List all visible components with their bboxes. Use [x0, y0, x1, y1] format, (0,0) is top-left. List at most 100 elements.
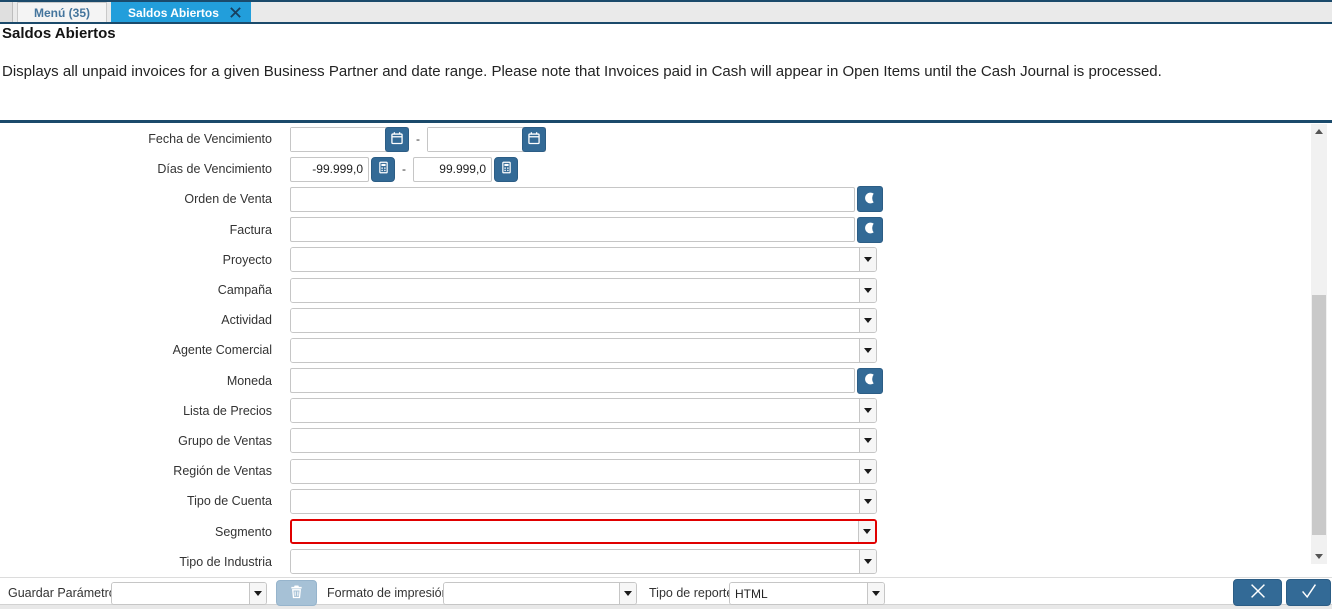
scroll-up-button[interactable] — [1311, 124, 1327, 139]
sales-rep-combobox — [290, 337, 877, 363]
campaign-input[interactable] — [291, 278, 859, 302]
due-days-from-calculator-button[interactable] — [371, 156, 395, 182]
footer-bar: Guardar Parámetro Formato de impresión T… — [0, 577, 1332, 609]
print-format-combobox — [443, 582, 637, 605]
sales-group-dropdown-button[interactable] — [859, 429, 876, 453]
field-label: Grupo de Ventas — [178, 433, 272, 448]
form-row: Tipo de Cuenta — [0, 486, 1305, 516]
panel-splitter[interactable] — [0, 2, 13, 22]
page-title: Saldos Abiertos — [2, 25, 116, 42]
vertical-scrollbar[interactable] — [1311, 124, 1327, 564]
form-row: Proyecto — [0, 245, 1305, 275]
report-parameter-form: Fecha de Vencimiento - — [0, 124, 1305, 577]
chevron-down-icon — [254, 591, 262, 596]
save-parameter-input[interactable] — [112, 583, 249, 604]
project-combobox — [290, 247, 877, 273]
field-label: Tipo de Industria — [179, 554, 272, 569]
cancel-x-icon — [1247, 580, 1269, 605]
chevron-down-icon — [864, 498, 872, 504]
activity-dropdown-button[interactable] — [859, 308, 876, 332]
due-days-to-input[interactable] — [413, 156, 492, 182]
price-list-input[interactable] — [291, 399, 859, 423]
tab-close-icon[interactable] — [229, 6, 242, 19]
field-label: Factura — [229, 222, 272, 237]
scrollbar-thumb[interactable] — [1312, 295, 1326, 535]
report-type-dropdown-button[interactable] — [867, 583, 884, 604]
field-label: Campaña — [217, 283, 272, 298]
field-label: Segmento — [215, 524, 272, 539]
form-row: Lista de Precios — [0, 396, 1305, 426]
save-parameter-combobox — [111, 582, 267, 605]
chevron-down-icon — [864, 287, 872, 293]
record-search-icon — [863, 191, 877, 208]
chevron-down-icon — [864, 347, 872, 353]
sales-region-input[interactable] — [291, 459, 859, 483]
sales-group-input[interactable] — [291, 429, 859, 453]
currency-input[interactable] — [290, 368, 855, 394]
form-row: Días de Vencimiento - — [0, 154, 1305, 184]
due-date-to-calendar-button[interactable] — [522, 126, 546, 152]
chevron-down-icon — [624, 591, 632, 596]
invoice-search-button[interactable] — [857, 216, 883, 243]
field-label: Agente Comercial — [172, 343, 272, 358]
scroll-down-button[interactable] — [1311, 549, 1327, 564]
form-row: Orden de Venta — [0, 184, 1305, 214]
account-type-input[interactable] — [291, 489, 859, 513]
chevron-down-icon — [864, 257, 872, 263]
activity-combobox — [290, 307, 877, 333]
field-label: Tipo de Cuenta — [186, 494, 272, 509]
field-label: Lista de Precios — [183, 403, 272, 418]
confirm-button[interactable] — [1286, 579, 1331, 606]
sales-order-search-button[interactable] — [857, 186, 883, 213]
industry-type-combobox — [290, 549, 877, 575]
bottom-strip — [0, 604, 1332, 609]
due-date-from-input[interactable] — [291, 127, 386, 151]
print-format-input[interactable] — [444, 583, 619, 604]
due-days-to-calculator-button[interactable] — [494, 156, 518, 182]
sales-rep-dropdown-button[interactable] — [859, 338, 876, 362]
invoice-input[interactable] — [290, 217, 855, 243]
range-separator: - — [402, 162, 406, 177]
report-type-input[interactable] — [730, 583, 867, 604]
print-format-dropdown-button[interactable] — [619, 583, 636, 604]
price-list-dropdown-button[interactable] — [859, 399, 876, 423]
sales-region-dropdown-button[interactable] — [859, 459, 876, 483]
industry-type-input[interactable] — [291, 550, 859, 574]
arrow-up-icon — [1315, 129, 1323, 134]
report-type-combobox — [729, 582, 885, 605]
campaign-combobox — [290, 277, 877, 303]
field-label: Días de Vencimiento — [157, 162, 272, 177]
chevron-down-icon — [864, 317, 872, 323]
segment-input[interactable] — [292, 521, 858, 543]
form-row: Campaña — [0, 275, 1305, 305]
arrow-down-icon — [1315, 554, 1323, 559]
due-date-from-calendar-button[interactable] — [385, 126, 409, 152]
field-label: Fecha de Vencimiento — [148, 132, 272, 147]
price-list-combobox — [290, 398, 877, 424]
header-divider — [0, 120, 1332, 123]
trash-icon — [289, 584, 304, 602]
campaign-dropdown-button[interactable] — [859, 278, 876, 302]
project-dropdown-button[interactable] — [859, 248, 876, 272]
sales-order-input[interactable] — [290, 186, 855, 212]
save-parameter-dropdown-button[interactable] — [249, 583, 266, 604]
tab-menu[interactable]: Menú (35) — [17, 2, 108, 22]
due-date-from-datebox — [290, 126, 409, 152]
due-date-to-input[interactable] — [428, 127, 523, 151]
form-row: Tipo de Industria — [0, 547, 1305, 577]
chevron-down-icon — [872, 591, 880, 596]
industry-type-dropdown-button[interactable] — [859, 550, 876, 574]
cancel-button[interactable] — [1233, 579, 1282, 606]
project-input[interactable] — [291, 248, 859, 272]
tab-saldos-abiertos[interactable]: Saldos Abiertos — [111, 2, 251, 22]
chevron-down-icon — [864, 468, 872, 474]
activity-input[interactable] — [291, 308, 859, 332]
sales-rep-input[interactable] — [291, 338, 859, 362]
account-type-dropdown-button[interactable] — [859, 489, 876, 513]
due-days-from-input[interactable] — [290, 156, 369, 182]
delete-parameter-button[interactable] — [276, 580, 317, 606]
segment-dropdown-button[interactable] — [858, 521, 875, 543]
currency-search-button[interactable] — [857, 367, 883, 394]
calculator-icon — [500, 161, 513, 177]
account-type-combobox — [290, 488, 877, 514]
